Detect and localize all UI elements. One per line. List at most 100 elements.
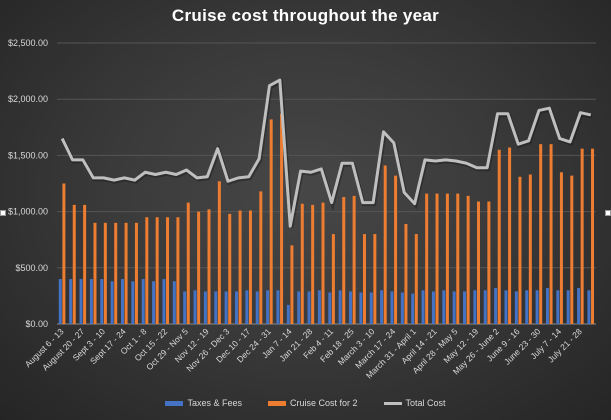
bar-taxes <box>463 291 467 324</box>
bar-taxes <box>380 290 384 324</box>
bar-cruise <box>383 165 387 324</box>
bar-taxes <box>297 291 301 324</box>
bar-cruise <box>414 234 418 324</box>
bar-cruise <box>62 183 66 324</box>
bar-cruise <box>435 193 439 324</box>
bar-taxes <box>483 290 487 324</box>
bar-taxes <box>307 291 311 324</box>
bar-cruise <box>466 195 470 324</box>
bar-cruise <box>280 113 284 324</box>
bar-taxes <box>556 290 560 324</box>
bar-taxes <box>214 291 218 324</box>
bar-cruise <box>238 210 242 324</box>
legend-item-total: Total Cost <box>383 398 446 408</box>
legend: Taxes & Fees Cruise Cost for 2 Total Cos… <box>0 398 611 408</box>
legend-item-taxes: Taxes & Fees <box>165 398 242 408</box>
bar-cruise <box>487 201 491 324</box>
bar-cruise <box>591 148 595 324</box>
bar-cruise <box>528 174 532 324</box>
y-tick-label: $1,500.00 <box>8 150 48 160</box>
bar-taxes <box>58 279 62 324</box>
bar-taxes <box>328 292 332 324</box>
bar-cruise <box>342 196 346 324</box>
bar-cruise <box>570 175 574 324</box>
bar-cruise <box>72 204 76 324</box>
bar-cruise <box>207 209 211 324</box>
y-tick-label: $500.00 <box>15 263 48 273</box>
bar-taxes <box>400 292 404 324</box>
bar-taxes <box>152 281 156 324</box>
bar-cruise <box>114 222 118 324</box>
bar-cruise <box>155 217 159 324</box>
legend-label: Taxes & Fees <box>187 398 242 408</box>
bar-taxes <box>266 290 270 324</box>
bar-cruise <box>103 222 107 324</box>
bar-taxes <box>525 290 529 324</box>
bar-taxes <box>100 279 104 324</box>
bar-taxes <box>504 290 508 324</box>
bar-taxes <box>452 291 456 324</box>
bar-cruise <box>549 144 553 324</box>
bar-taxes <box>183 291 187 324</box>
y-tick-label: $2,000.00 <box>8 94 48 104</box>
bar-cruise <box>259 191 263 324</box>
bar-cruise <box>425 193 429 324</box>
legend-swatch-cruise <box>267 400 286 406</box>
bar-cruise <box>352 195 356 324</box>
bar-cruise <box>124 222 128 324</box>
bar-cruise <box>145 217 149 324</box>
bar-taxes <box>317 290 321 324</box>
resize-handle-right[interactable] <box>605 210 611 216</box>
legend-swatch-total <box>383 401 402 405</box>
bar-taxes <box>255 291 259 324</box>
legend-label: Total Cost <box>405 398 446 408</box>
bar-cruise <box>217 181 221 324</box>
bar-cruise <box>186 202 190 324</box>
bar-cruise <box>311 204 315 324</box>
bar-cruise <box>476 201 480 324</box>
bar-taxes <box>79 279 83 324</box>
bar-taxes <box>349 291 353 324</box>
bar-taxes <box>193 290 197 324</box>
bar-cruise <box>93 222 97 324</box>
bar-taxes <box>276 290 280 324</box>
bar-taxes <box>587 290 591 324</box>
bar-cruise <box>176 217 180 324</box>
line-shadow <box>61 78 593 229</box>
bar-taxes <box>69 279 73 324</box>
bar-taxes <box>162 279 166 324</box>
bar-taxes <box>535 290 539 324</box>
bar-taxes <box>245 290 249 324</box>
bar-cruise <box>269 119 273 324</box>
bar-cruise <box>539 144 543 324</box>
bar-taxes <box>577 288 581 324</box>
bar-cruise <box>394 175 398 324</box>
bar-cruise <box>290 245 294 324</box>
bar-cruise <box>518 176 522 324</box>
bar-taxes <box>442 290 446 324</box>
bar-cruise <box>497 149 501 324</box>
bar-cruise <box>321 202 325 324</box>
bar-cruise <box>83 204 87 324</box>
bar-taxes <box>566 290 570 324</box>
bar-taxes <box>120 279 124 324</box>
bar-cruise <box>248 210 252 324</box>
bar-cruise <box>404 223 408 324</box>
bar-taxes <box>141 279 145 324</box>
bar-cruise <box>508 147 512 324</box>
bar-taxes <box>234 291 238 324</box>
bar-taxes <box>359 292 363 324</box>
bar-cruise <box>580 148 584 324</box>
bar-taxes <box>421 290 425 324</box>
bar-taxes <box>203 291 207 324</box>
bar-cruise <box>331 234 335 324</box>
bar-cruise <box>197 211 201 324</box>
legend-swatch-taxes <box>165 400 184 406</box>
resize-handle-left[interactable] <box>0 210 6 216</box>
legend-label: Cruise Cost for 2 <box>289 398 358 408</box>
bar-taxes <box>338 290 342 324</box>
y-tick-label: $2,500.00 <box>8 38 48 48</box>
bar-taxes <box>110 281 114 324</box>
bar-cruise <box>456 193 460 324</box>
